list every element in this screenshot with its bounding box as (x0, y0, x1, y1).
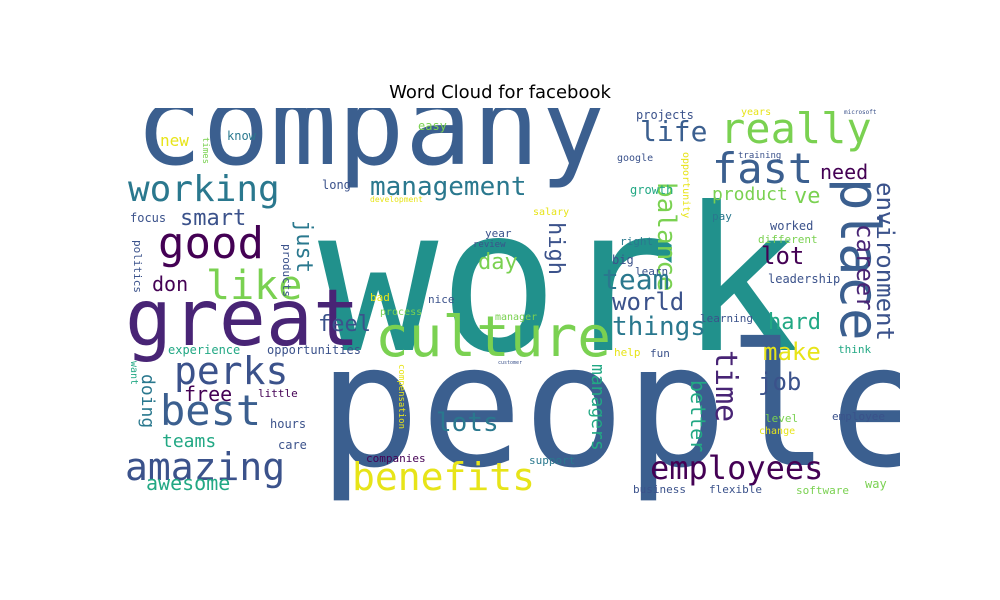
word-way: way (865, 477, 887, 491)
word-make: make (763, 338, 821, 366)
word-working: working (128, 169, 280, 210)
word-like: like (206, 263, 303, 309)
word-right: right (620, 235, 654, 248)
word-really: really (720, 108, 872, 153)
word-free: free (184, 382, 233, 406)
word-day: day (478, 250, 518, 275)
word-great: great (125, 274, 360, 364)
word-perks: perks (174, 349, 289, 393)
word-team: team (602, 263, 670, 296)
word-software: software (796, 484, 849, 497)
word-good: good (158, 218, 264, 269)
word-little: little (258, 387, 298, 400)
word-doing: doing (137, 374, 158, 429)
word-worked: worked (770, 219, 814, 233)
word-awesome: awesome (146, 471, 231, 495)
word-business: business (633, 483, 686, 496)
word-customer: customer (498, 360, 523, 366)
word-high: high (543, 222, 568, 275)
word-feel: feel (318, 312, 371, 337)
word-lots: lots (436, 408, 499, 438)
word-google: google (617, 153, 654, 164)
word-opportunities: opportunities (267, 343, 361, 357)
word-learn: learn (635, 265, 669, 278)
word-managers: managers (587, 364, 608, 451)
word-cloud: work people company great culture place really… (125, 108, 900, 501)
word-opportunity: opportunity (680, 152, 691, 219)
word-job: job (758, 368, 802, 396)
word-flexible: flexible (709, 483, 762, 496)
word-just: just (291, 220, 316, 273)
word-pay: pay (712, 210, 732, 223)
word-companies: companies (366, 452, 426, 465)
word-better: better (686, 380, 710, 453)
word-work: work (318, 165, 800, 398)
word-help: help (614, 346, 641, 359)
word-culture: culture (375, 305, 612, 370)
word-projects: projects (636, 108, 694, 122)
word-long: long (322, 178, 351, 192)
word-product: product (712, 184, 788, 205)
word-care: care (278, 438, 307, 452)
word-times: times (200, 137, 210, 165)
word-year: year (485, 227, 512, 240)
word-bad: bad (370, 291, 390, 304)
word-fun: fun (650, 347, 670, 360)
word-want: want (128, 361, 139, 386)
word-products: products (280, 244, 293, 297)
word-compensation: compensation (396, 364, 406, 430)
word-microsoft: microsoft (844, 109, 877, 116)
word-things: things (612, 312, 706, 342)
word-learning: learning (700, 312, 753, 325)
word-experience: experience (168, 343, 241, 357)
word-world: world (612, 288, 685, 316)
word-process: process (380, 307, 423, 318)
word-benefits: benefits (352, 455, 536, 499)
word-employee: employee (832, 410, 885, 423)
word-teams: teams (162, 431, 217, 452)
word-support: support (529, 454, 576, 467)
word-company: company (135, 108, 608, 191)
word-salary: salary (533, 207, 570, 218)
word-politics: politics (131, 240, 144, 293)
word-ve: ve (794, 184, 821, 209)
word-fast: fast (712, 144, 814, 193)
word-hours: hours (270, 417, 307, 431)
word-life: life (640, 115, 708, 148)
word-new: new (160, 131, 189, 150)
word-best: best (160, 386, 262, 435)
word-hard: hard (768, 310, 821, 335)
word-big: big (612, 253, 634, 267)
word-time: time (708, 350, 743, 423)
word-years: years (741, 108, 772, 118)
word-smart: smart (180, 206, 247, 231)
word-leadership: leadership (768, 272, 841, 286)
word-nice: nice (428, 293, 455, 306)
word-training: training (738, 151, 782, 161)
word-need: need (820, 160, 869, 184)
word-easy: easy (418, 119, 447, 133)
chart-title: Word Cloud for facebook (389, 82, 611, 103)
word-think: think (838, 343, 872, 356)
word-people: people (318, 308, 900, 501)
word-change: change (759, 426, 796, 437)
word-growth: growth (630, 183, 674, 197)
word-manager: manager (495, 312, 538, 323)
word-know: know (227, 129, 256, 143)
word-career: career (851, 224, 879, 311)
word-amazing: amazing (125, 445, 286, 489)
word-employees: employees (650, 449, 824, 487)
word-development: development (370, 195, 423, 204)
word-lot: lot (761, 242, 805, 270)
word-don: don (152, 272, 189, 296)
word-level: level (765, 412, 799, 425)
word-review: review (473, 240, 506, 250)
word-different: different (758, 233, 818, 246)
word-management: management (370, 172, 527, 202)
word-focus: focus (130, 211, 167, 225)
